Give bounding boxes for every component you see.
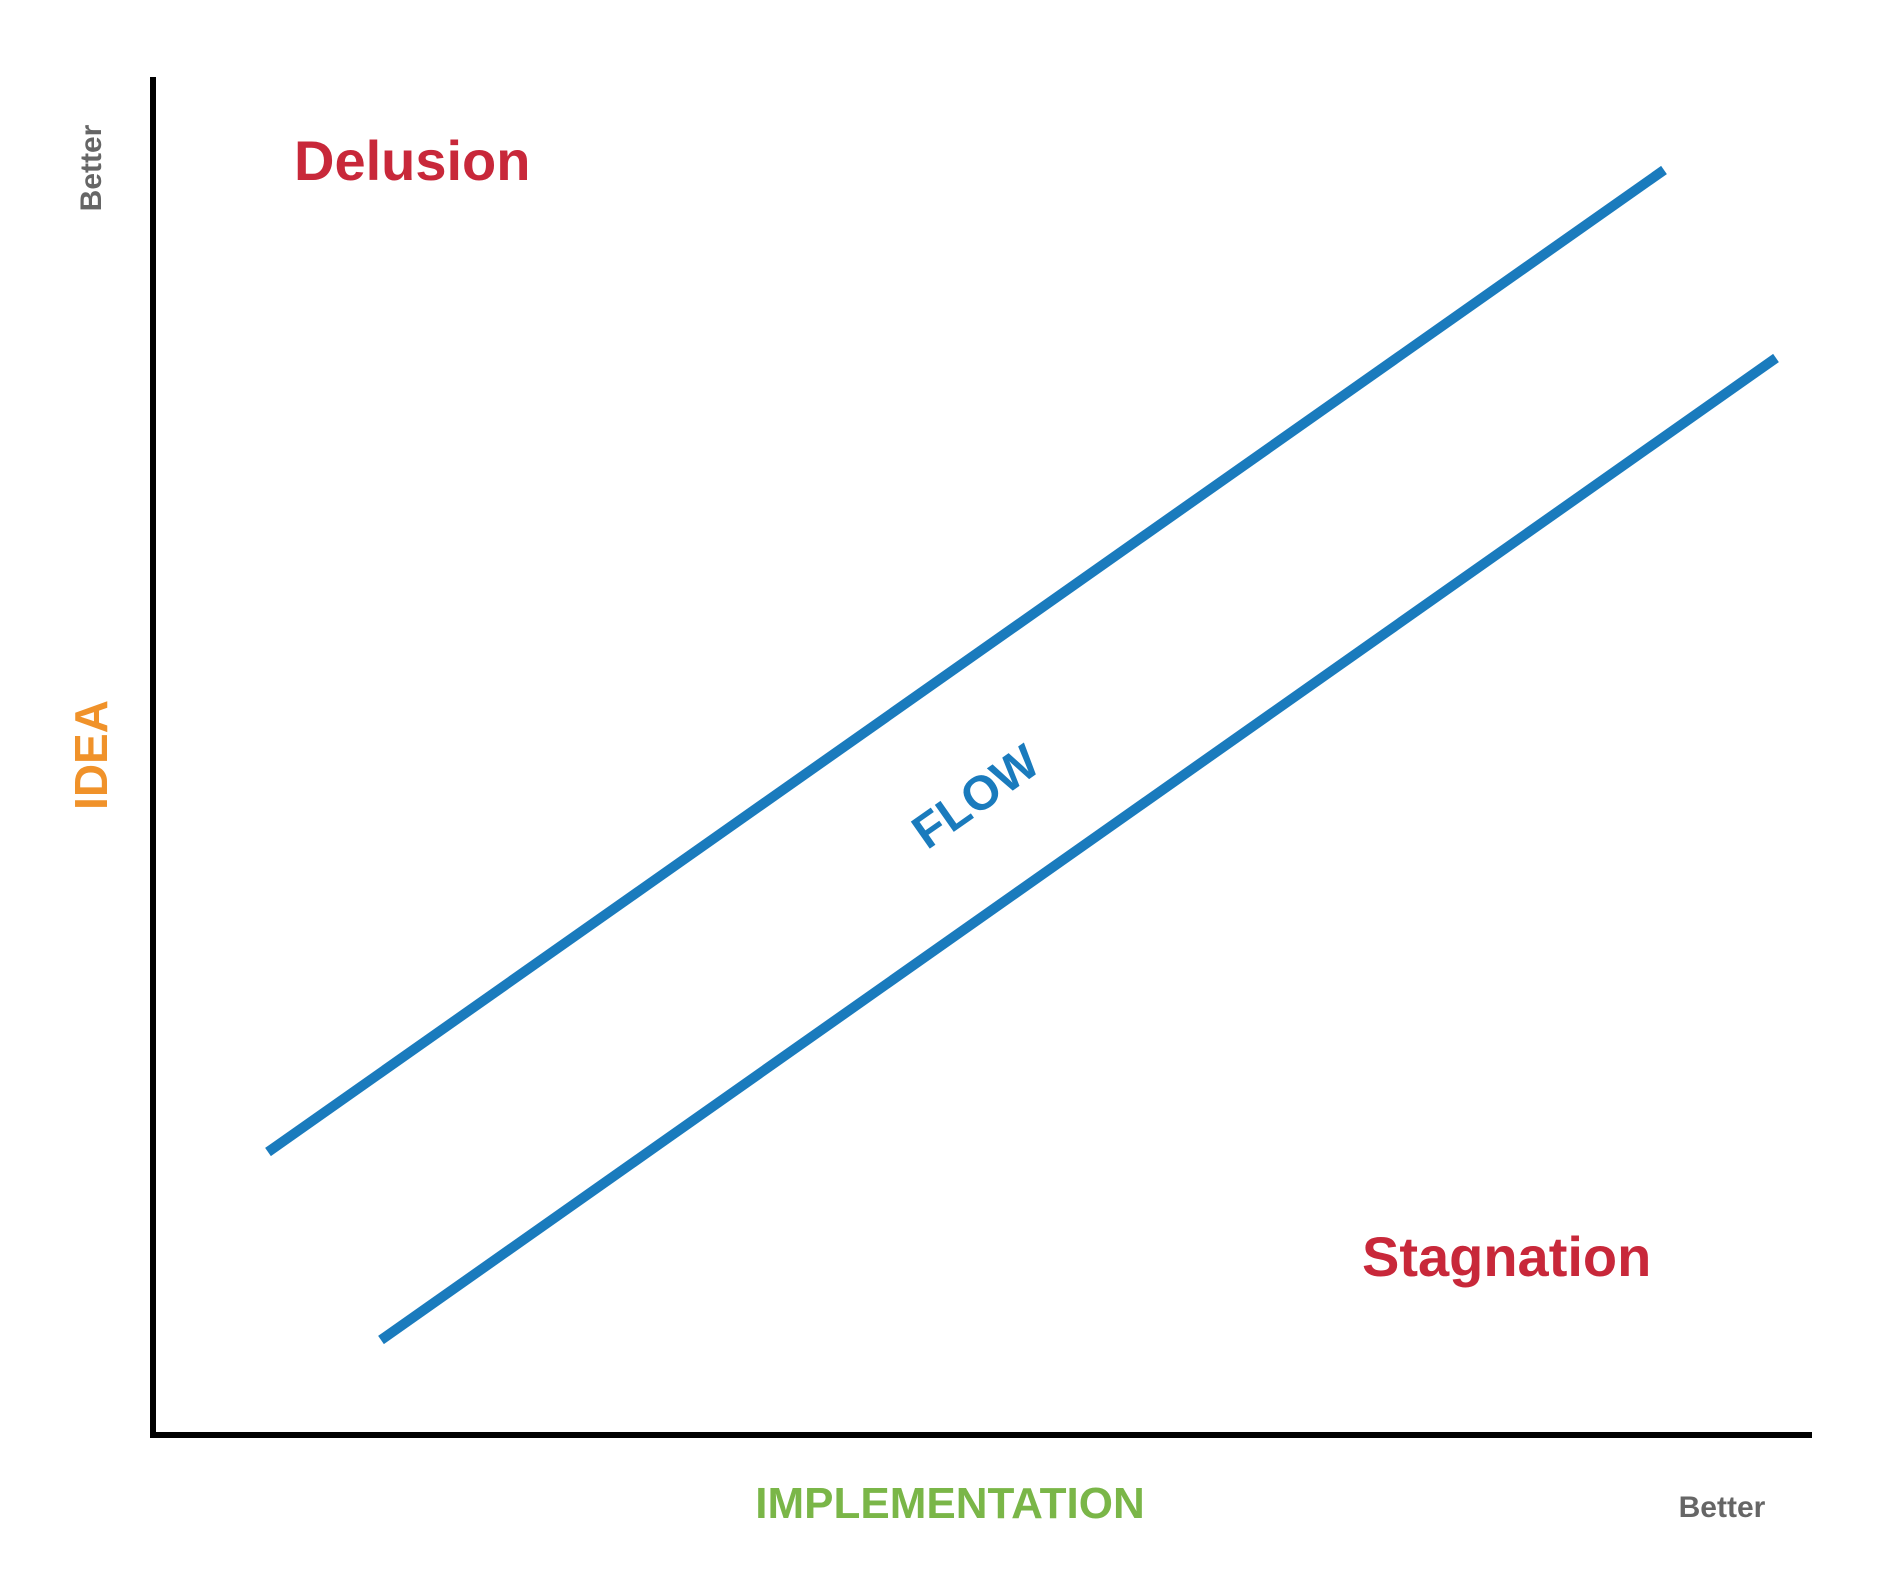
flow-band-upper-line <box>265 165 1667 1157</box>
y-axis-better-label: Better <box>75 124 108 211</box>
y-axis-title: IDEA <box>65 700 117 810</box>
flow-band-lower-line <box>378 353 1779 1345</box>
flow-region-label: FLOW <box>903 735 1050 860</box>
delusion-region-label: Delusion <box>294 129 530 192</box>
x-axis-title: IMPLEMENTATION <box>755 1479 1144 1528</box>
x-axis-better-label: Better <box>1679 1491 1766 1524</box>
stagnation-region-label: Stagnation <box>1362 1225 1651 1288</box>
